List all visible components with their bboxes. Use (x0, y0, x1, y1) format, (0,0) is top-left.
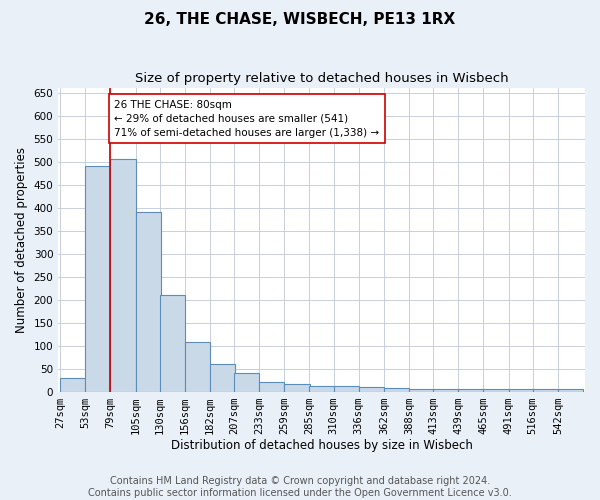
Bar (409, 390, 434, 392)
Text: Contains HM Land Registry data © Crown copyright and database right 2024.
Contai: Contains HM Land Registry data © Crown c… (88, 476, 512, 498)
Bar (384, 388, 409, 392)
Bar (85, 166, 110, 392)
Bar (185, 342, 210, 392)
Y-axis label: Number of detached properties: Number of detached properties (15, 147, 28, 333)
Bar (160, 295, 185, 392)
Title: Size of property relative to detached houses in Wisbech: Size of property relative to detached ho… (135, 72, 508, 86)
Bar (110, 160, 136, 392)
Bar (558, 390, 583, 392)
Text: 26 THE CHASE: 80sqm
← 29% of detached houses are smaller (541)
71% of semi-detac: 26 THE CHASE: 80sqm ← 29% of detached ho… (114, 100, 379, 138)
Bar (484, 390, 509, 392)
Bar (136, 212, 161, 392)
Bar (60, 378, 85, 392)
Bar (509, 390, 534, 392)
Bar (284, 384, 310, 392)
Bar (210, 364, 235, 392)
Bar (259, 382, 284, 392)
Text: 26, THE CHASE, WISBECH, PE13 1RX: 26, THE CHASE, WISBECH, PE13 1RX (145, 12, 455, 28)
Bar (433, 390, 458, 392)
Bar (334, 386, 359, 392)
Bar (359, 387, 384, 392)
Bar (533, 390, 558, 392)
X-axis label: Distribution of detached houses by size in Wisbech: Distribution of detached houses by size … (170, 440, 473, 452)
Bar (458, 390, 484, 392)
Bar (234, 373, 259, 392)
Bar (310, 386, 335, 392)
